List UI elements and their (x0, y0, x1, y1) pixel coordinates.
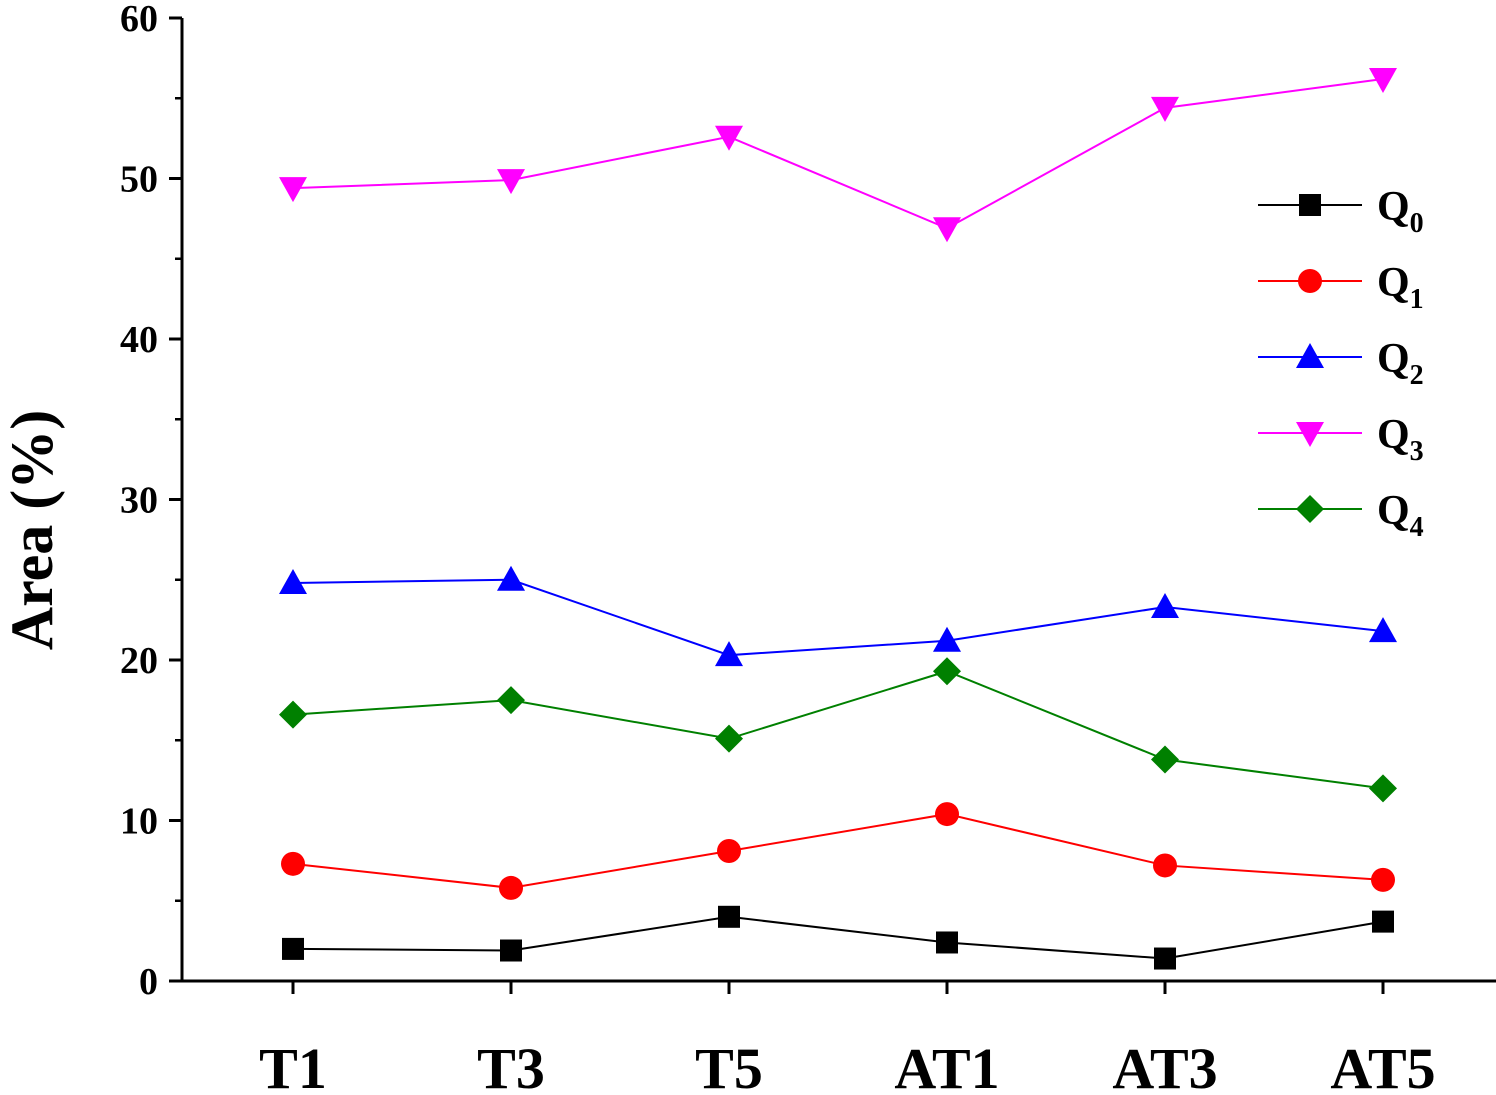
data-point-q0-at3 (1154, 947, 1176, 970)
data-point-q2-at5 (1369, 617, 1397, 643)
series-q1-line (292, 813, 1384, 889)
data-point-q0-t5 (718, 905, 740, 928)
legend-marker (1296, 495, 1324, 523)
data-point-q0-at1 (936, 931, 958, 954)
series-q3 (279, 67, 1397, 243)
legend-marker (1298, 269, 1322, 293)
legend-item-q2: Q2 (1258, 336, 1424, 391)
data-point-q2-at3 (1151, 593, 1179, 619)
data-point-q0-at5 (1372, 910, 1394, 933)
series-q0 (282, 905, 1394, 970)
legend-label: Q0 (1377, 184, 1424, 239)
x-tick-label-t5: T5 (695, 1036, 763, 1095)
data-point-q3-t3 (497, 169, 525, 195)
legend-item-q3: Q3 (1258, 412, 1424, 467)
legend-item-q0: Q0 (1258, 184, 1424, 239)
legend-marker (1296, 343, 1324, 368)
y-tick-label: 10 (120, 801, 158, 843)
legend: Q0 Q1 Q2 Q3 Q4 (1258, 184, 1424, 543)
series-q1 (281, 802, 1395, 900)
series-layer (279, 67, 1397, 970)
data-point-q0-t1 (282, 937, 304, 960)
y-tick-label: 40 (120, 319, 158, 361)
data-point-q1-t5 (717, 838, 741, 863)
data-point-q3-at5 (1369, 67, 1397, 93)
data-point-q4-at3 (1151, 745, 1179, 774)
legend-label: Q1 (1377, 260, 1424, 315)
data-point-q4-t1 (279, 700, 307, 729)
series-q3-line (292, 77, 1384, 230)
data-point-q4-at1 (933, 657, 961, 686)
series-q4 (279, 657, 1397, 803)
data-point-q3-at1 (933, 217, 961, 243)
data-point-q1-at3 (1153, 853, 1177, 878)
legend-label: Q2 (1377, 336, 1424, 391)
x-tick-label-at1: AT1 (894, 1036, 999, 1095)
data-point-q0-t3 (500, 939, 522, 962)
data-point-q1-at1 (935, 802, 959, 827)
x-tick-label-at5: AT5 (1330, 1036, 1435, 1095)
data-point-q2-at1 (933, 626, 961, 652)
x-tick-label-at3: AT3 (1112, 1036, 1217, 1095)
y-tick-label: 60 (120, 0, 158, 40)
legend-marker (1299, 194, 1321, 216)
legend-item-q4: Q4 (1258, 488, 1424, 543)
data-point-q4-at5 (1369, 774, 1397, 803)
legend-marker (1296, 422, 1324, 447)
series-q2-line (292, 578, 1384, 657)
data-point-q1-at5 (1371, 867, 1395, 892)
series-q4-line (292, 670, 1384, 790)
x-tick-label-t1: T1 (259, 1036, 327, 1095)
legend-label: Q4 (1377, 488, 1424, 543)
data-point-q1-t3 (499, 875, 523, 900)
y-tick-label: 0 (139, 961, 158, 1003)
x-tick-label-t3: T3 (477, 1036, 545, 1095)
series-q0-line (292, 915, 1384, 960)
data-point-q3-at3 (1151, 96, 1179, 122)
data-point-q3-t1 (279, 177, 307, 203)
legend-label: Q3 (1377, 412, 1424, 467)
data-point-q2-t3 (497, 565, 525, 591)
data-point-q3-t5 (715, 125, 743, 151)
data-point-q2-t5 (715, 641, 743, 667)
y-tick-label: 30 (120, 480, 158, 522)
legend-item-q1: Q1 (1258, 260, 1424, 315)
data-point-q1-t1 (281, 851, 305, 876)
y-tick-label: 50 (120, 159, 158, 201)
y-tick-label: 20 (120, 640, 158, 682)
axes: 0 10 20 30 40 50 60 T1 T3 T5 AT1 AT3 AT5 (120, 0, 1496, 1095)
data-point-q4-t3 (497, 686, 525, 715)
series-q2 (279, 565, 1397, 667)
y-axis-title: Area (%) (0, 410, 65, 650)
data-point-q4-t5 (715, 724, 743, 753)
data-point-q2-t1 (279, 568, 307, 594)
